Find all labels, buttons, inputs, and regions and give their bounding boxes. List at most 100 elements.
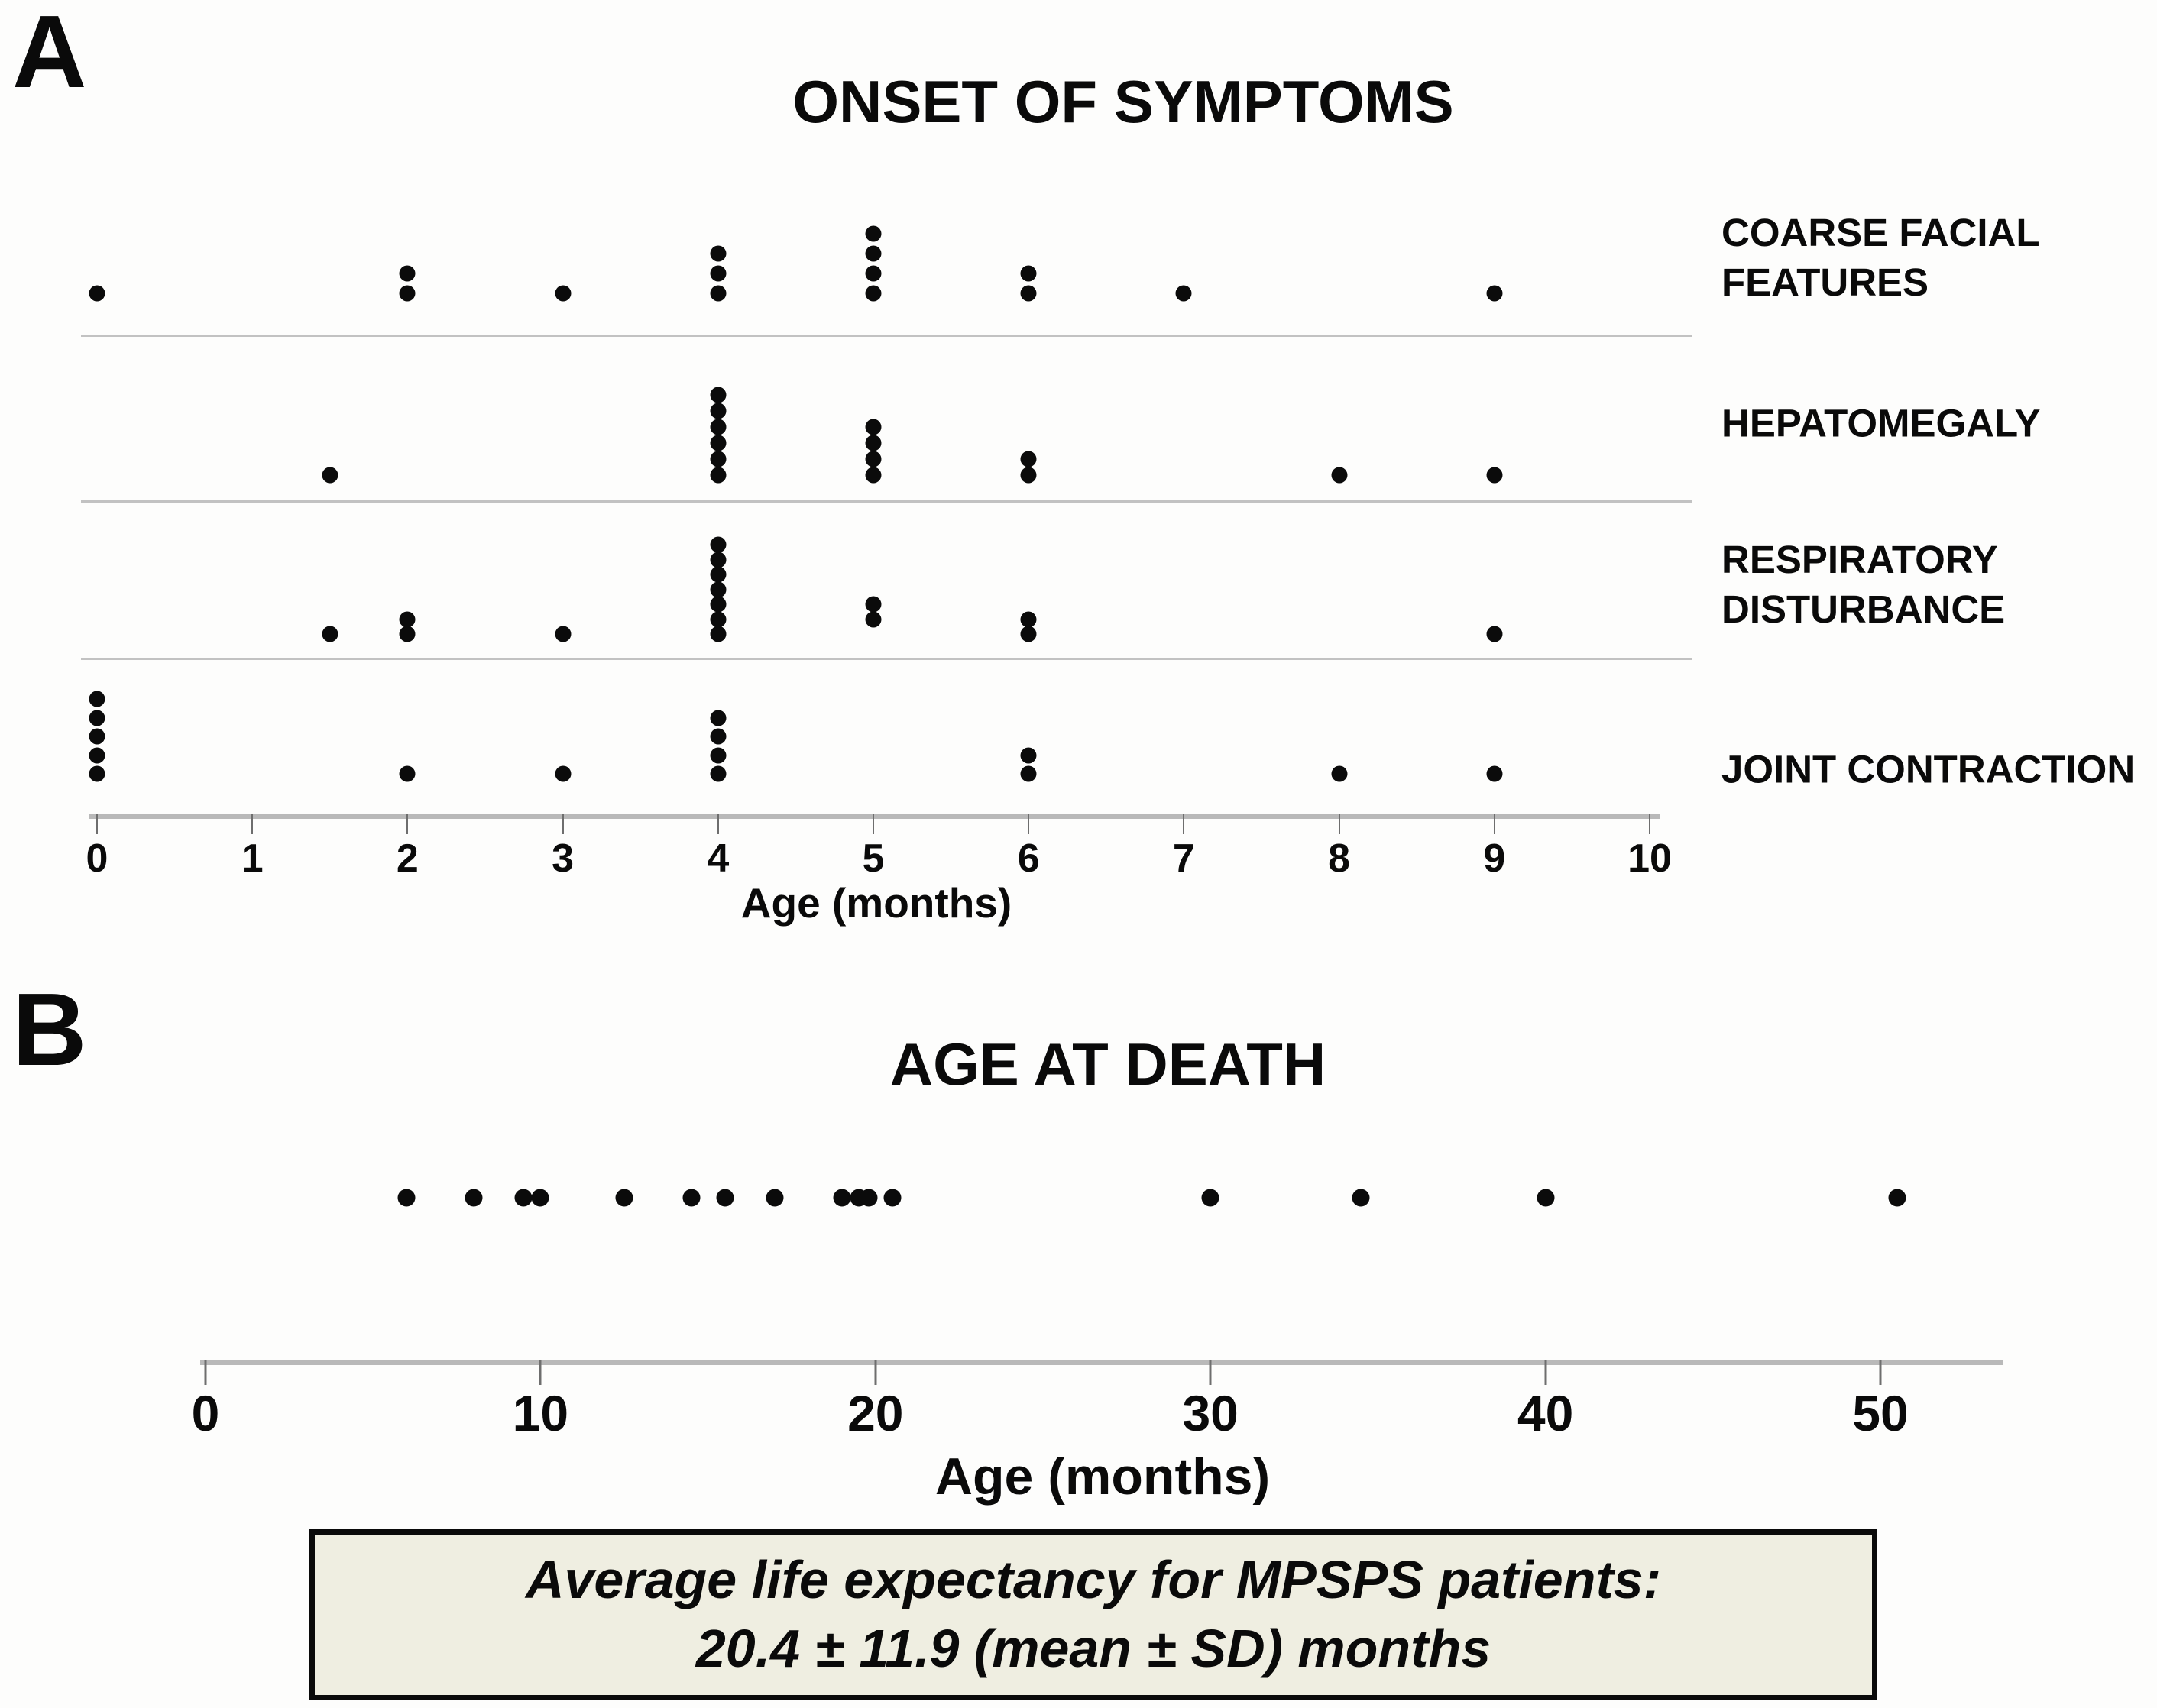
dot [710,747,727,763]
x-tick [873,814,874,834]
dot [766,1189,784,1207]
dot [1020,285,1037,302]
dot [710,596,727,613]
dot [1020,747,1037,763]
dot [710,552,727,568]
panel-b-x-axis-label: Age (months) [934,1448,1271,1506]
x-tick [1028,814,1030,834]
dot [710,387,727,403]
x-tick-label: 40 [1517,1385,1574,1441]
dot [399,265,416,282]
x-axis-line [200,1360,2003,1365]
x-tick-label: 3 [552,836,575,881]
series-label-respiratory-disturbance: RESPIRATORY DISTURBANCE [1721,538,2006,631]
dot [1486,467,1503,484]
dot [465,1189,483,1207]
dot [1175,285,1192,302]
dot [710,245,727,262]
dot [710,611,727,627]
dot [710,710,727,726]
dot [1486,765,1503,782]
dot [710,451,727,467]
dot [397,1189,416,1207]
dot [865,245,882,262]
dot [89,747,105,763]
dot [514,1189,533,1207]
dot [1331,765,1348,782]
panel-a-title: ONSET OF SYMPTOMS [792,68,1454,135]
dot [865,451,882,467]
dot [883,1189,902,1207]
dot [716,1189,734,1207]
x-tick [717,814,719,834]
dot [865,467,882,484]
dot [322,467,338,484]
dot [833,1189,851,1207]
dot [710,626,727,642]
row-separator [81,335,1692,337]
dot [1537,1189,1555,1207]
dot [710,419,727,435]
dot [1020,765,1037,782]
x-tick-label: 1 [241,836,264,881]
series-label-coarse-facial-features: COARSE FACIAL FEATURES [1721,211,2040,304]
dot [399,626,416,642]
dot [1888,1189,1906,1207]
x-tick-label: 30 [1182,1385,1239,1441]
dot [555,626,572,642]
x-tick [539,1360,542,1385]
x-tick [1183,814,1185,834]
x-tick-label: 20 [847,1385,904,1441]
dot [1201,1189,1219,1207]
dot [89,691,105,707]
dot [1020,265,1037,282]
x-tick [1649,814,1650,834]
annotation-line-2: 20.4 ± 11.9 (mean ± SD) months [695,1619,1491,1678]
dot [1486,626,1503,642]
x-tick-label: 0 [191,1385,220,1441]
dot [865,611,882,627]
x-axis-line [89,814,1660,819]
x-tick [1338,814,1340,834]
dot [1486,285,1503,302]
x-tick [1209,1360,1212,1385]
dot [865,596,882,613]
x-tick-label: 4 [707,836,730,881]
panel-b-label: B [12,972,87,1087]
annotation-line-1: Average life expectancy for MPSPS patien… [525,1550,1662,1610]
dot [865,435,882,451]
x-tick [251,814,254,834]
x-tick [96,814,98,834]
dot [89,285,105,302]
x-tick-label: 5 [862,836,885,881]
x-tick-label: 6 [1017,836,1040,881]
dot [860,1189,878,1207]
dot [865,419,882,435]
x-tick [1879,1360,1882,1385]
dot [1020,467,1037,484]
dot [710,435,727,451]
dot [710,536,727,553]
dot [531,1189,549,1207]
x-tick-label: 0 [86,836,108,881]
x-tick [204,1360,207,1385]
dot [322,626,338,642]
dot [1020,626,1037,642]
series-label-joint-contraction: JOINT CONTRACTION [1721,747,2136,791]
x-tick-label: 9 [1483,836,1506,881]
x-tick [1544,1360,1547,1385]
x-tick [406,814,409,834]
panel-b-title: AGE AT DEATH [889,1030,1326,1098]
series-label-hepatomegaly: HEPATOMEGALY [1721,401,2041,445]
x-tick-label: 2 [396,836,419,881]
x-tick [874,1360,877,1385]
dot [710,265,727,282]
dot [89,765,105,782]
x-tick-label: 50 [1852,1385,1909,1441]
dot [1020,451,1037,467]
x-tick [562,814,564,834]
dot [1020,611,1037,627]
dot [1331,467,1348,484]
dot [710,765,727,782]
